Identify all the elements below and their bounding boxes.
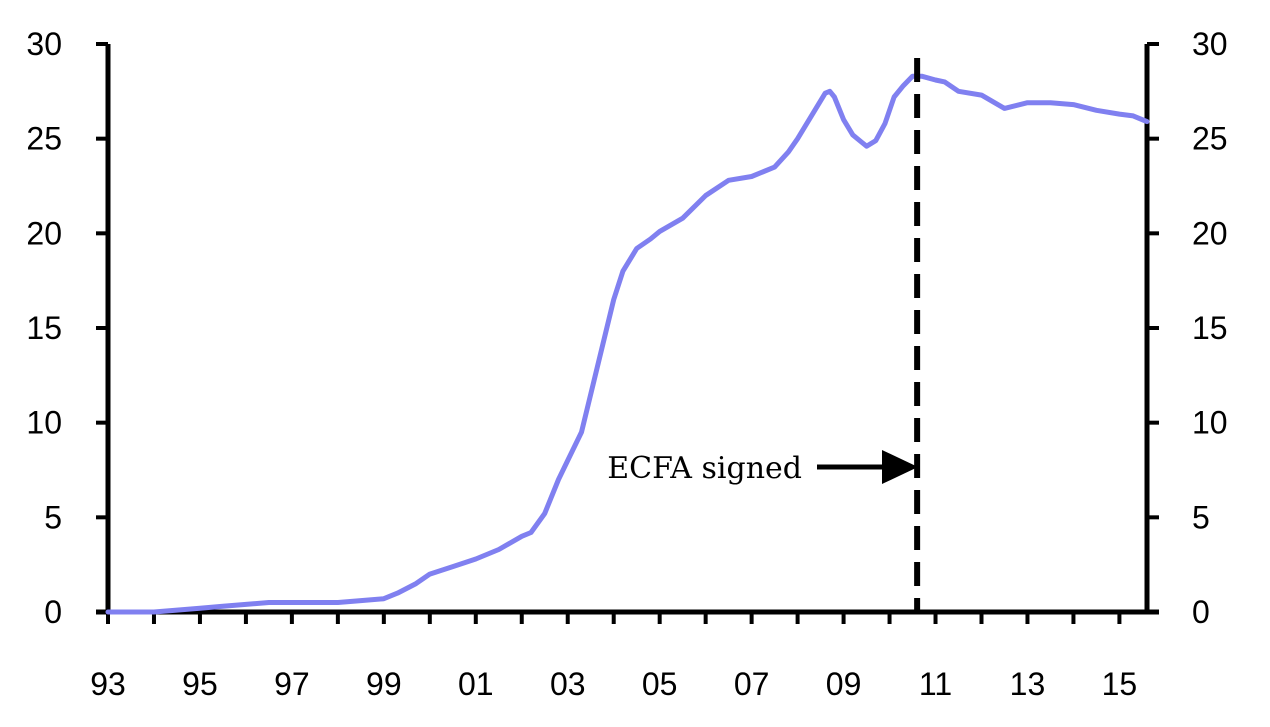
left-y-tick-label: 25 [26, 121, 62, 157]
x-tick-label: 99 [366, 666, 402, 702]
right-y-tick-label: 5 [1192, 499, 1210, 535]
right-y-tick-label: 10 [1192, 405, 1228, 441]
left-y-tick-label: 15 [26, 310, 62, 346]
x-tick-label: 03 [550, 666, 586, 702]
x-tick-label: 13 [1010, 666, 1046, 702]
left-y-tick-label: 20 [26, 215, 62, 251]
right-y-tick-label: 0 [1192, 594, 1210, 630]
left-y-tick-label: 0 [44, 594, 62, 630]
x-tick-label: 07 [734, 666, 770, 702]
right-y-tick-label: 30 [1192, 26, 1228, 62]
x-tick-label: 09 [826, 666, 862, 702]
x-tick-label: 95 [182, 666, 218, 702]
right-y-tick-label: 20 [1192, 215, 1228, 251]
right-y-tick-label: 25 [1192, 121, 1228, 157]
series-line [105, 73, 1150, 615]
x-tick-label: 93 [90, 666, 126, 702]
x-tick-label: 97 [274, 666, 310, 702]
left-y-tick-label: 30 [26, 26, 62, 62]
x-tick-label: 05 [642, 666, 678, 702]
axes [96, 42, 1159, 624]
annotation-group: ECFA signed [607, 58, 921, 612]
x-tick-label: 11 [919, 666, 952, 702]
ecfa-arrow-head [882, 450, 918, 484]
left-y-tick-label: 5 [44, 499, 62, 535]
right-y-tick-label: 15 [1192, 310, 1228, 346]
series-group [105, 73, 1150, 615]
ecfa-annotation-label: ECFA signed [607, 451, 802, 486]
x-tick-label: 01 [458, 666, 494, 702]
left-y-tick-label: 10 [26, 405, 62, 441]
x-tick-label: 15 [1102, 666, 1138, 702]
